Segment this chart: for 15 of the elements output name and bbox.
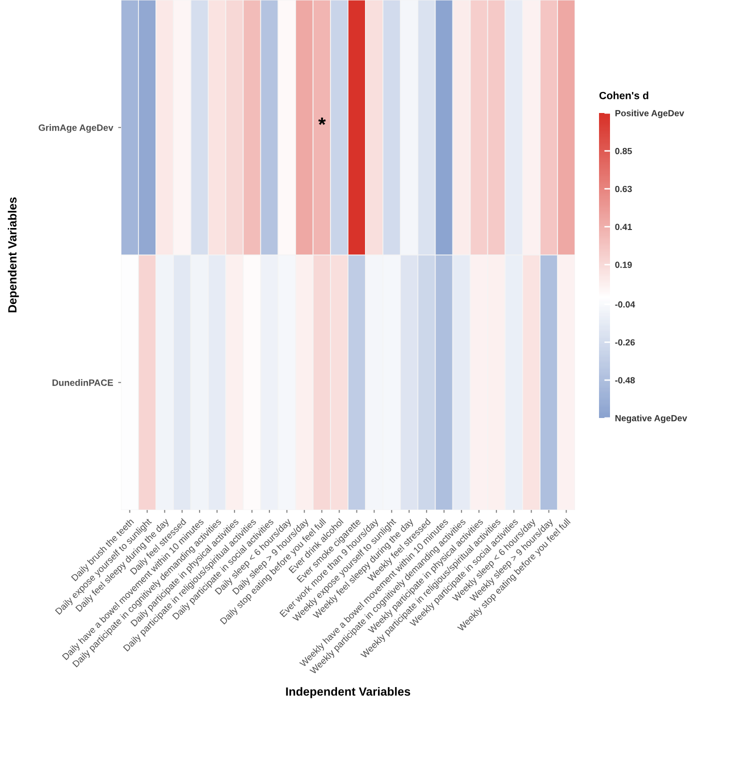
color-bar-label: Negative AgeDev — [615, 414, 688, 424]
color-bar-label: 0.85 — [615, 148, 632, 154]
y-tick-label: DunedinPACE — [52, 379, 114, 386]
color-bar-label: -0.26 — [615, 339, 635, 346]
color-bar-label: Positive AgeDev — [615, 110, 684, 118]
color-bar-label: 0.63 — [615, 186, 632, 192]
annotation: * — [318, 118, 326, 125]
color-bar-label: 0.19 — [615, 262, 632, 268]
y-axis-title: Dependent Variables — [8, 197, 19, 312]
x-axis-title: Independent Variables — [286, 687, 410, 698]
color-bar-label: -0.04 — [615, 301, 636, 308]
color-bar-label: 0.41 — [615, 224, 632, 230]
color-bar-label: -0.48 — [615, 377, 635, 384]
y-tick-label: GrimAge AgeDev — [38, 124, 114, 133]
color-bar-title: Cohen's d — [599, 92, 648, 100]
